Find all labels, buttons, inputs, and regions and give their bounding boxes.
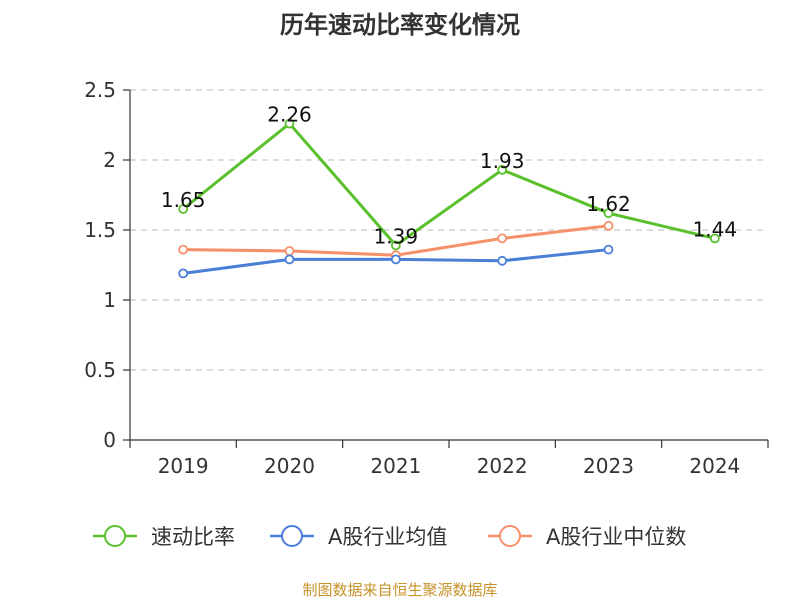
y-tick-label: 1.5 xyxy=(84,218,116,242)
legend-item[interactable]: A股行业中位数 xyxy=(488,525,686,549)
series-0 xyxy=(178,118,720,251)
legend-item[interactable]: 速动比率 xyxy=(93,525,235,549)
data-point xyxy=(497,255,508,266)
x-tick-label: 2021 xyxy=(370,454,421,478)
series-line xyxy=(181,122,717,247)
y-tick-label: 0.5 xyxy=(84,358,116,382)
y-tick-label: 0 xyxy=(103,428,116,452)
data-label: 1.44 xyxy=(693,217,738,241)
source-note: 制图数据来自恒生聚源数据库 xyxy=(302,581,497,599)
data-label: 1.39 xyxy=(374,224,419,248)
data-point xyxy=(178,268,189,279)
y-tick-label: 2.5 xyxy=(84,78,116,102)
series-1 xyxy=(178,244,614,279)
data-point xyxy=(497,233,508,244)
data-point xyxy=(603,220,614,231)
data-point xyxy=(284,118,295,129)
legend-swatch-marker xyxy=(281,525,303,547)
legend-label: A股行业均值 xyxy=(328,525,447,549)
data-label: 1.65 xyxy=(161,188,206,212)
axes: 0 0.5 1 1.5 2 2.5 2019 2020 2021 2022 2023 2024 xyxy=(84,78,769,478)
chart-title: 历年速动比率变化情况 xyxy=(280,11,520,39)
data-point xyxy=(390,254,401,265)
series-layer xyxy=(178,118,720,279)
data-point xyxy=(390,240,401,251)
x-tick-label: 2023 xyxy=(583,454,634,478)
grid-lines xyxy=(130,89,768,371)
legend[interactable]: 速动比率 A股行业均值 A股行业中位数 xyxy=(93,525,686,549)
data-label: 1.93 xyxy=(480,149,525,173)
legend-item[interactable]: A股行业均值 xyxy=(270,525,447,549)
data-point xyxy=(603,244,614,255)
legend-swatch-marker xyxy=(499,525,521,547)
data-point xyxy=(603,208,614,219)
data-point xyxy=(709,233,720,244)
data-point xyxy=(284,246,295,256)
legend-label: A股行业中位数 xyxy=(546,525,686,549)
x-tick-label: 2024 xyxy=(689,454,740,478)
data-point xyxy=(497,164,508,175)
data-point xyxy=(178,204,189,214)
data-point xyxy=(284,254,295,265)
legend-swatch-marker xyxy=(104,525,126,547)
x-tick-label: 2019 xyxy=(158,454,209,478)
x-tick-label: 2020 xyxy=(264,454,315,478)
data-label: 1.62 xyxy=(586,192,631,216)
x-tick-label: 2022 xyxy=(477,454,528,478)
data-point xyxy=(178,244,189,255)
data-label: 2.26 xyxy=(267,103,312,127)
y-tick-label: 2 xyxy=(103,148,116,172)
y-tick-label: 1 xyxy=(103,288,116,312)
legend-label: 速动比率 xyxy=(151,525,235,549)
data-labels: 1.65 2.26 1.39 1.93 1.62 1.44 xyxy=(161,103,737,249)
